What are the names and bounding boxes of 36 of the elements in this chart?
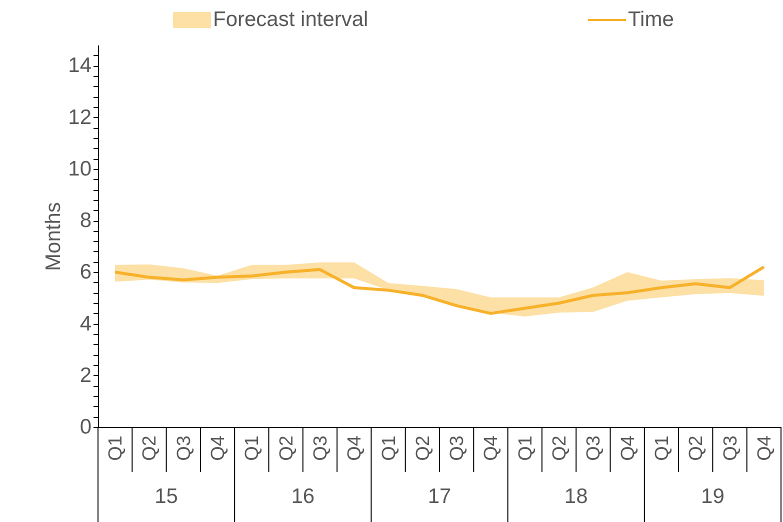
x-tick-label: Q4 <box>481 435 502 461</box>
text: 16 <box>291 485 315 508</box>
y-tick-label: 14 <box>68 54 92 78</box>
x-tick-label: Q2 <box>412 436 434 461</box>
y-axis-title: Months <box>42 202 66 271</box>
y-tick-label: 6 <box>80 260 92 284</box>
y-tick-label: 4 <box>80 312 92 336</box>
x-tick-label: Q1 <box>242 436 264 461</box>
x-tick-label: Q2 <box>276 436 298 461</box>
legend-label: Forecast interval <box>213 8 368 31</box>
text: 15 <box>154 485 178 508</box>
x-tick-label: Q3 <box>447 436 468 461</box>
y-tick-label: 12 <box>68 106 92 129</box>
y-tick-label: 8 <box>80 209 92 232</box>
x-tick-label: Q2 <box>550 436 571 461</box>
y-tick-label: 0 <box>80 416 92 438</box>
x-tick-label: Q4 <box>618 435 639 461</box>
x-tick-label: Q1 <box>106 436 127 461</box>
x-tick-label: Q2 <box>686 436 708 461</box>
y-tick-label: 2 <box>80 364 92 387</box>
x-tick-label: Q1 <box>378 436 400 461</box>
text: 17 <box>428 485 452 508</box>
x-tick-label: Q3 <box>720 436 742 461</box>
x-tick-label: Q4 <box>754 435 776 461</box>
x-tick-label: Q3 <box>310 436 332 461</box>
x-tick-label: Q2 <box>140 436 161 461</box>
legend-label: Time <box>628 8 674 31</box>
x-tick-label: Q3 <box>584 436 605 461</box>
x-tick-label: Q1 <box>515 436 536 461</box>
text: 18 <box>564 485 588 508</box>
y-tick-label: 10 <box>68 157 92 180</box>
x-tick-label: Q1 <box>652 436 673 461</box>
text: 19 <box>701 485 724 508</box>
x-tick-label: Q4 <box>208 435 230 461</box>
x-tick-label: Q3 <box>174 436 195 461</box>
x-tick-label: Q4 <box>344 435 366 461</box>
